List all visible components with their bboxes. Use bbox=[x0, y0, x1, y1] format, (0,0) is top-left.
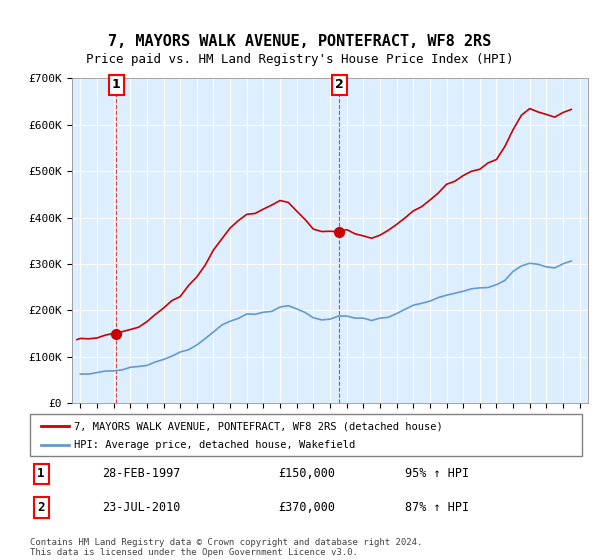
Text: £370,000: £370,000 bbox=[278, 501, 335, 514]
Text: 95% ↑ HPI: 95% ↑ HPI bbox=[406, 468, 469, 480]
Text: 1: 1 bbox=[112, 78, 121, 91]
Text: HPI: Average price, detached house, Wakefield: HPI: Average price, detached house, Wake… bbox=[74, 440, 355, 450]
Text: £150,000: £150,000 bbox=[278, 468, 335, 480]
Text: 1: 1 bbox=[37, 468, 45, 480]
Text: 28-FEB-1997: 28-FEB-1997 bbox=[102, 468, 180, 480]
FancyBboxPatch shape bbox=[30, 414, 582, 456]
Text: Price paid vs. HM Land Registry's House Price Index (HPI): Price paid vs. HM Land Registry's House … bbox=[86, 53, 514, 66]
Text: 87% ↑ HPI: 87% ↑ HPI bbox=[406, 501, 469, 514]
Text: 7, MAYORS WALK AVENUE, PONTEFRACT, WF8 2RS: 7, MAYORS WALK AVENUE, PONTEFRACT, WF8 2… bbox=[109, 34, 491, 49]
Text: 2: 2 bbox=[335, 78, 344, 91]
Text: 2: 2 bbox=[37, 501, 45, 514]
Text: Contains HM Land Registry data © Crown copyright and database right 2024.
This d: Contains HM Land Registry data © Crown c… bbox=[30, 538, 422, 557]
Text: 23-JUL-2010: 23-JUL-2010 bbox=[102, 501, 180, 514]
Text: 7, MAYORS WALK AVENUE, PONTEFRACT, WF8 2RS (detached house): 7, MAYORS WALK AVENUE, PONTEFRACT, WF8 2… bbox=[74, 421, 443, 431]
